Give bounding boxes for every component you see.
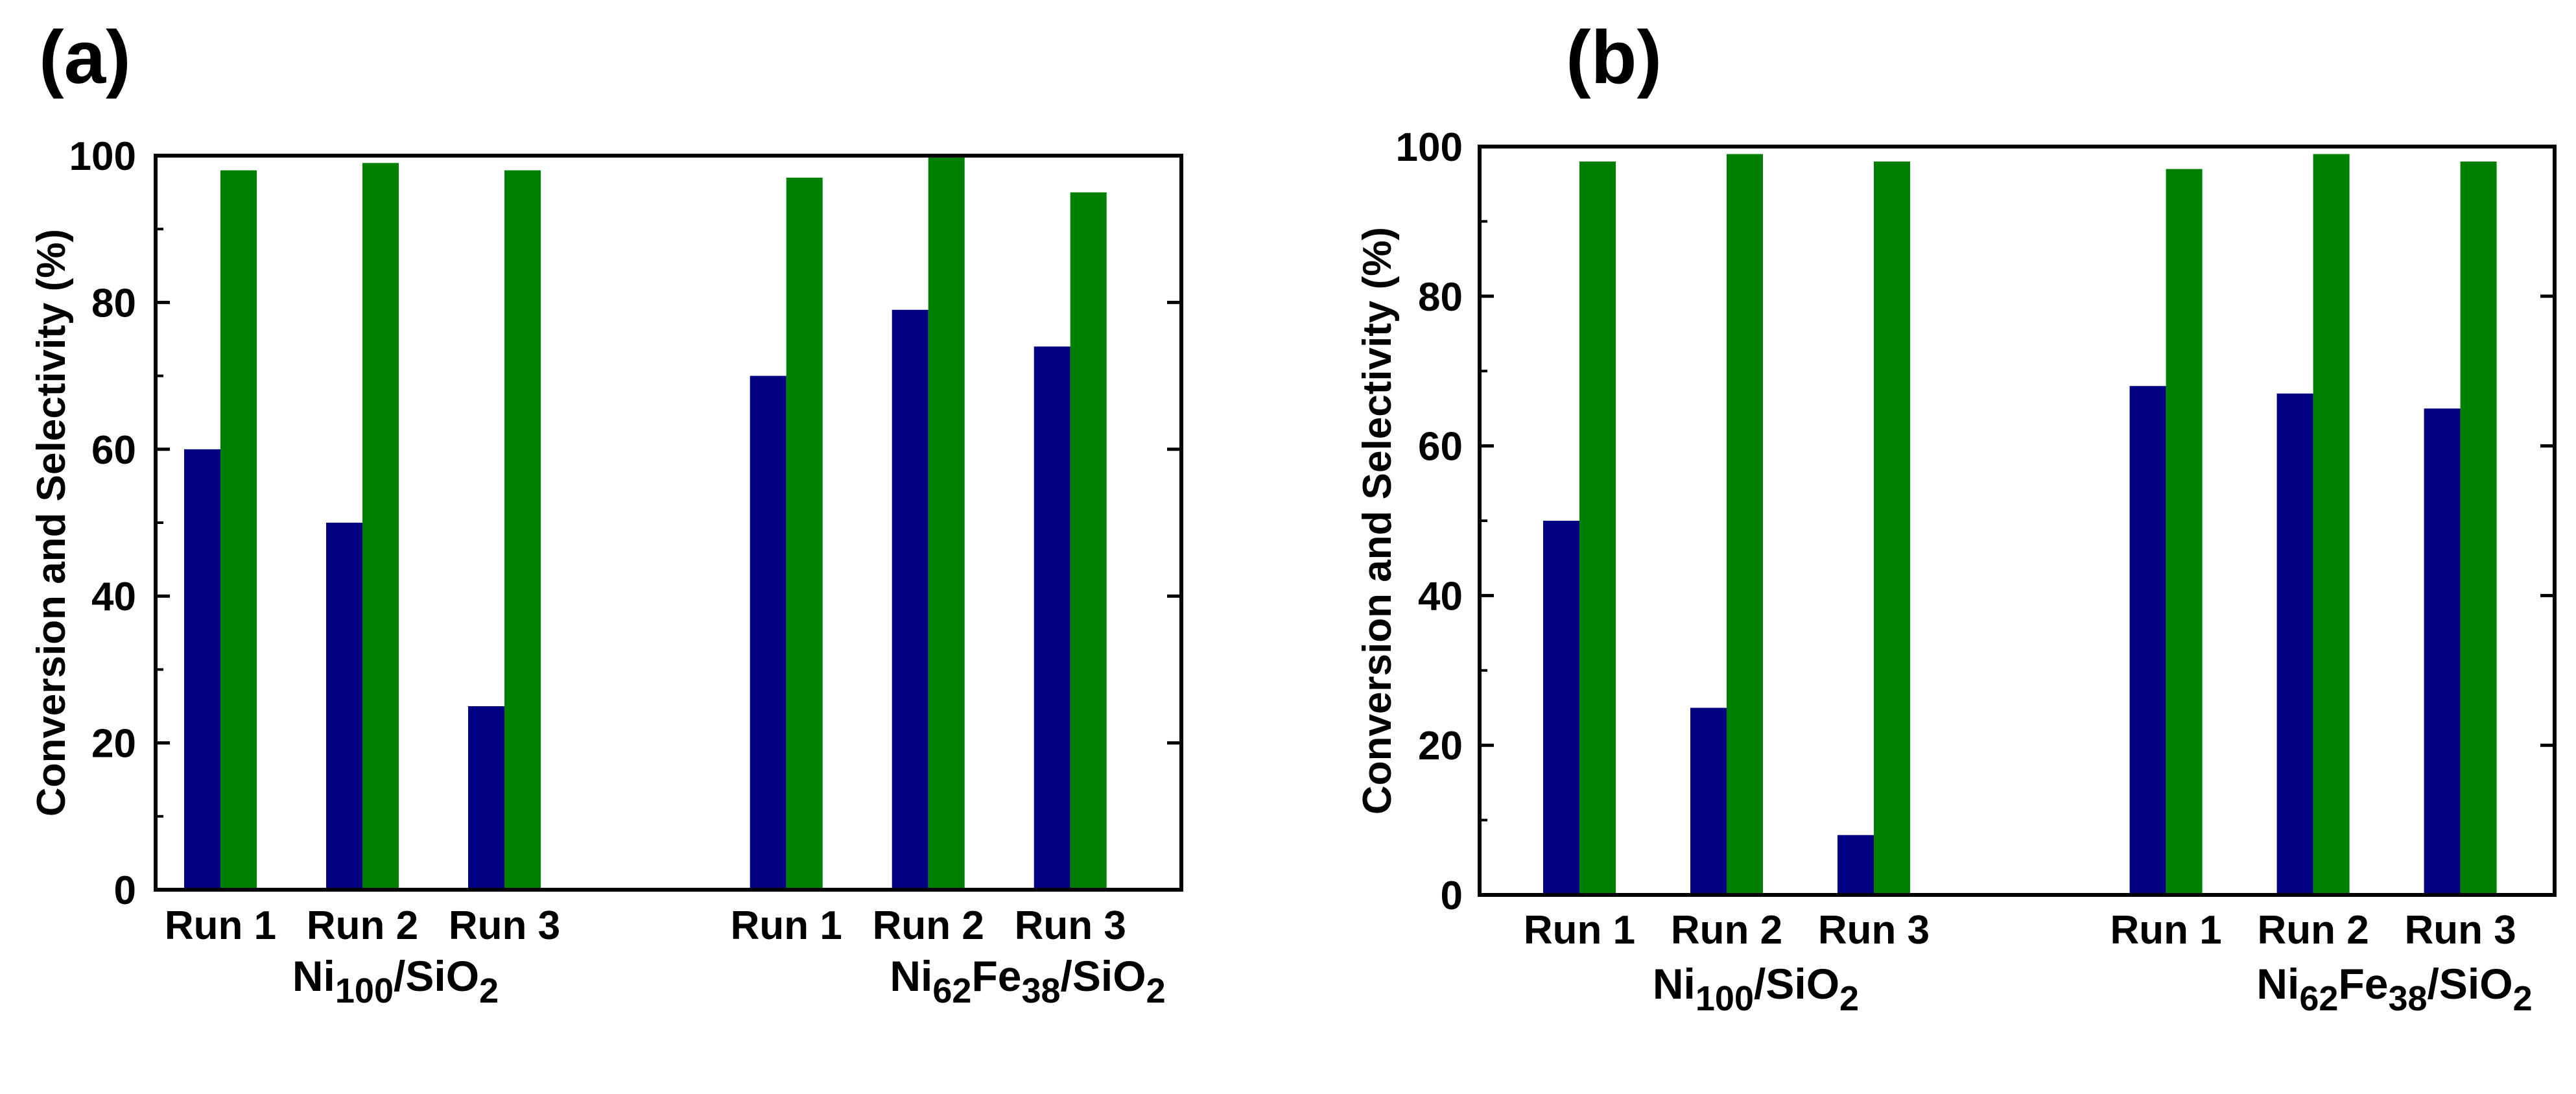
- x-tick-label: Run 3: [2404, 908, 2516, 953]
- x-tick-label: Run 2: [1671, 908, 1782, 953]
- bar-selectivity-2: [362, 163, 399, 890]
- y-tick-label: 80: [1418, 275, 1463, 320]
- bar-selectivity-6: [1070, 192, 1107, 890]
- bar-conversion-4: [2129, 386, 2166, 895]
- x-tick-label: Run 1: [165, 903, 276, 948]
- y-tick-label: 0: [114, 868, 136, 913]
- chart-panel-a: (a) Run 1 Run 2 Run 3 Run 1 Run 2 Run 3 0 20 40 60…: [29, 15, 1183, 1010]
- y-tick-label: 60: [1418, 425, 1463, 470]
- bar-conversion-6: [2424, 408, 2461, 895]
- bar-conversion-4: [750, 375, 786, 890]
- bar-selectivity-4: [786, 177, 823, 890]
- x-tick-label: Run 1: [731, 903, 842, 948]
- group-label-2: Ni62Fe38/SiO2: [2256, 960, 2532, 1018]
- y-tick-label: 100: [1396, 125, 1463, 170]
- y-axis-title: Conversion and Selectivity (%): [29, 229, 74, 816]
- panel-label: (a): [39, 15, 131, 99]
- bar-conversion-3: [468, 706, 504, 890]
- y-tick-label: 100: [69, 134, 136, 179]
- bar-conversion-1: [1543, 521, 1579, 895]
- chart-panel-b: (b) Run 1 Run 2 Run 3 Run 1 Run 2 Run 3 0 20 40 60…: [1355, 15, 2557, 1018]
- group-label-1: Ni100/SiO2: [292, 952, 499, 1010]
- y-tick-label: 0: [1441, 874, 1463, 918]
- y-tick-label: 80: [91, 281, 136, 326]
- y-tick-label: 40: [1418, 574, 1463, 619]
- bar-conversion-6: [1034, 346, 1070, 890]
- x-tick-label: Run 3: [1818, 908, 1930, 953]
- y-axis-title: Conversion and Selectivity (%): [1355, 227, 1400, 815]
- y-tick-label: 60: [91, 428, 136, 473]
- plot-frame: [154, 154, 1183, 892]
- x-tick-label: Run 3: [1015, 903, 1126, 948]
- bar-selectivity-1: [1579, 161, 1616, 896]
- group-label-1: Ni100/SiO2: [1653, 960, 1859, 1018]
- x-tick-label: Run 1: [2110, 908, 2221, 953]
- bar-selectivity-1: [220, 170, 257, 890]
- bar-conversion-1: [184, 449, 220, 890]
- bar-conversion-2: [1690, 708, 1727, 895]
- panel-label: (b): [1566, 15, 1662, 99]
- bar-conversion-5: [892, 309, 928, 890]
- bar-conversion-2: [326, 523, 362, 890]
- bar-selectivity-3: [504, 170, 541, 890]
- group-label-2: Ni62Fe38/SiO2: [890, 952, 1165, 1010]
- x-tick-label: Run 2: [307, 903, 418, 948]
- bar-selectivity-5: [2313, 154, 2350, 895]
- bar-conversion-5: [2276, 393, 2313, 895]
- bar-selectivity-5: [928, 156, 965, 890]
- x-tick-label: Run 2: [2257, 908, 2369, 953]
- y-tick-label: 20: [1418, 724, 1463, 768]
- bar-selectivity-4: [2166, 169, 2203, 895]
- bar-selectivity-3: [1874, 161, 1910, 896]
- bar-conversion-3: [1837, 835, 1874, 895]
- bar-selectivity-6: [2460, 161, 2497, 896]
- bar-selectivity-2: [1727, 154, 1763, 895]
- plot-frame: [1478, 145, 2557, 897]
- x-tick-label: Run 3: [449, 903, 560, 948]
- y-tick-label: 40: [91, 575, 136, 619]
- x-tick-label: Run 2: [873, 903, 984, 948]
- x-tick-label: Run 1: [1524, 908, 1635, 953]
- y-tick-label: 20: [91, 722, 136, 767]
